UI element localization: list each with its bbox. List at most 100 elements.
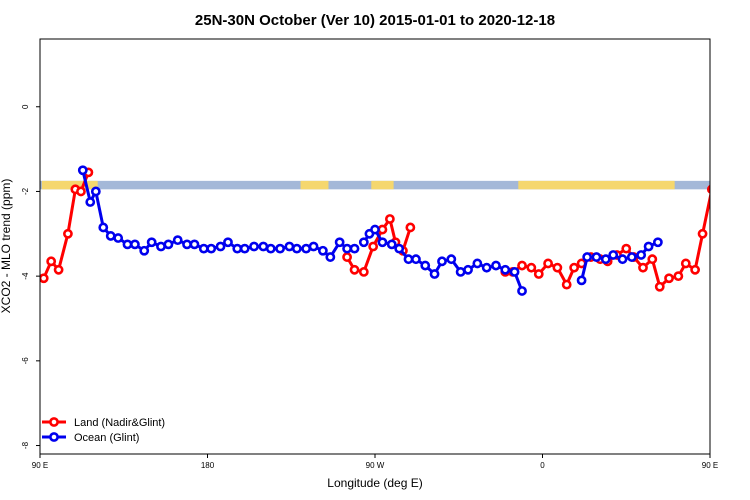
data-point — [647, 254, 658, 265]
y-tick-label: -8 — [21, 441, 30, 449]
data-point — [569, 262, 580, 273]
data-point — [509, 267, 520, 277]
data-point — [481, 262, 492, 273]
data-point — [463, 264, 473, 275]
x-axis-label: Longitude (deg E) — [327, 476, 422, 490]
land-band-segment — [371, 180, 394, 190]
data-point — [636, 250, 647, 260]
data-point — [146, 237, 157, 248]
data-point — [172, 235, 183, 246]
data-point — [543, 258, 553, 269]
data-point — [163, 239, 174, 250]
data-point — [223, 237, 233, 248]
data-point — [561, 279, 572, 290]
data-point — [716, 190, 723, 197]
data-point — [638, 262, 648, 273]
data-point — [500, 264, 511, 275]
data-point — [284, 241, 295, 252]
data-point — [697, 228, 708, 239]
land-band-segment — [710, 181, 750, 189]
data-point — [731, 188, 738, 195]
data-point — [472, 258, 483, 269]
data-point — [40, 273, 49, 284]
data-point — [576, 275, 587, 286]
data-point — [325, 252, 336, 262]
data-point — [377, 224, 388, 235]
data-point — [249, 241, 259, 252]
data-point — [90, 186, 101, 197]
y-tick-label: 0 — [21, 104, 30, 109]
data-point — [377, 237, 388, 248]
data-point — [394, 243, 405, 254]
data-point — [301, 243, 312, 254]
data-point — [437, 256, 447, 267]
data-point — [98, 222, 109, 233]
data-point — [239, 243, 250, 254]
data-point — [317, 245, 328, 256]
legend-label: Ocean (Glint) — [74, 432, 139, 444]
legend-swatch-point — [49, 432, 59, 442]
data-point — [654, 281, 665, 292]
data-point — [370, 224, 380, 235]
legend-label: Land (Nadir&Glint) — [74, 417, 165, 429]
data-point — [455, 267, 466, 277]
data-point — [420, 260, 431, 271]
data-point — [491, 260, 501, 271]
data-point — [358, 237, 369, 248]
y-axis-label: XCO2 - MLO trend (ppm) — [0, 179, 13, 314]
x-tick-label: 90 E — [702, 461, 718, 470]
data-point — [291, 243, 302, 254]
plot-inner — [40, 165, 750, 296]
y-ticks: 0 -2 -4 -6 -8 — [21, 104, 40, 449]
data-point — [429, 269, 440, 279]
data-point — [723, 167, 730, 174]
land-band-segment — [41, 180, 98, 190]
series-ocean — [77, 165, 750, 296]
legend-swatch-point — [49, 417, 59, 427]
y-tick-label: -6 — [21, 357, 30, 365]
data-point — [526, 262, 537, 273]
data-point — [533, 269, 544, 279]
y-tick-label: -2 — [21, 187, 30, 195]
legend: Land (Nadir&Glint) Ocean (Glint) — [42, 417, 165, 444]
data-point — [552, 262, 563, 273]
x-tick-label: 0 — [540, 461, 545, 470]
data-point — [405, 222, 416, 233]
data-point — [113, 233, 124, 243]
y-tick-label: -4 — [21, 272, 30, 280]
data-point — [342, 243, 352, 254]
series-line — [719, 170, 750, 250]
data-point — [664, 273, 674, 284]
data-point — [600, 254, 611, 265]
data-point — [206, 243, 217, 254]
data-point — [76, 186, 86, 197]
data-point — [738, 224, 745, 231]
data-point — [275, 243, 285, 254]
data-point — [517, 286, 527, 296]
data-point — [716, 167, 723, 174]
data-point — [182, 239, 192, 250]
data-point — [63, 228, 73, 239]
data-point — [308, 241, 319, 252]
data-point — [617, 254, 628, 265]
data-point — [643, 241, 654, 252]
data-point — [198, 243, 209, 254]
plot-area — [40, 165, 750, 296]
data-point — [130, 239, 140, 250]
data-point — [403, 254, 414, 265]
data-point — [232, 243, 243, 254]
data-point — [358, 267, 369, 277]
land-band-segment — [300, 180, 329, 190]
data-point — [411, 254, 421, 265]
x-ticks: 90 E 180 90 W 0 90 E — [32, 454, 718, 470]
data-point — [690, 264, 701, 275]
data-point — [723, 198, 730, 205]
x-tick-label: 180 — [201, 461, 215, 470]
x-tick-label: 90 E — [32, 461, 48, 470]
data-point — [265, 243, 276, 254]
data-point — [105, 231, 116, 241]
data-point — [334, 237, 345, 248]
data-point — [85, 197, 96, 207]
data-point — [446, 254, 457, 265]
